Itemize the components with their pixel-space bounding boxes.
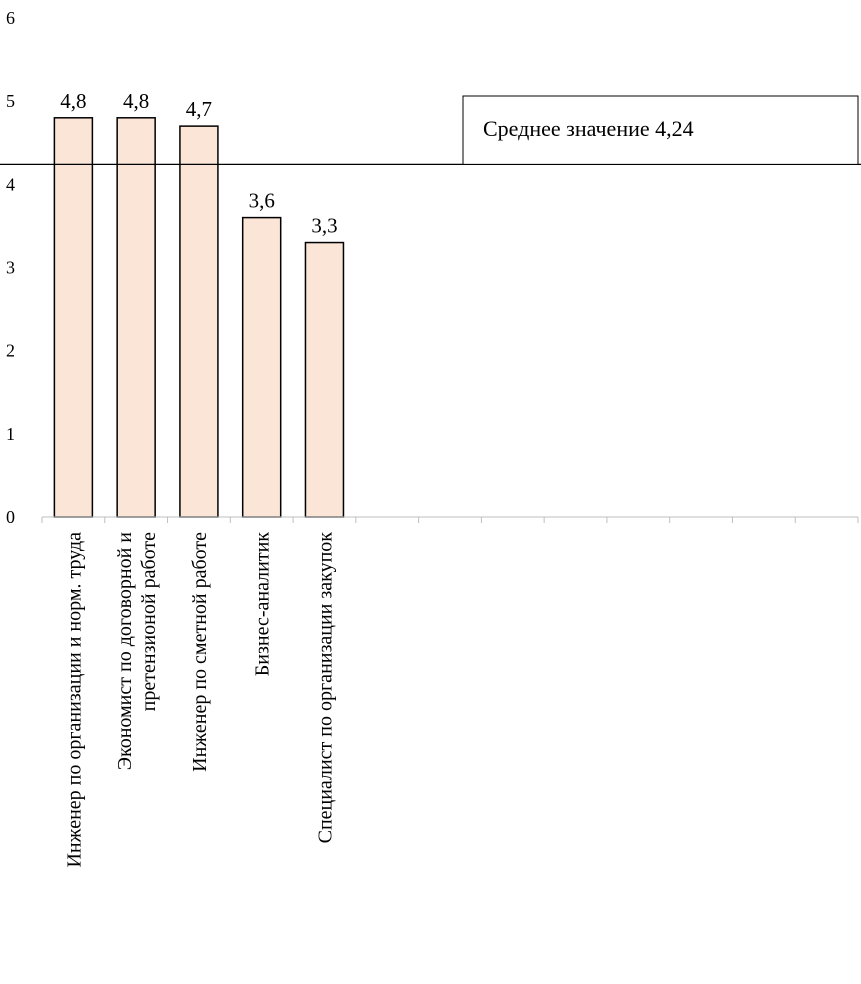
data-label: 4,8 (60, 89, 86, 113)
category-label: Экономист по договорной и претензионой ра… (114, 532, 160, 771)
reference-line-group: Среднее значение 4,24 (0, 95, 861, 166)
category-label-line: Бизнес-аналитик (252, 532, 274, 676)
category-label-line: Инженер по сметной работе (189, 532, 211, 772)
category-label-line: Специалист по организации закупок (314, 532, 336, 844)
data-label: 4,7 (186, 97, 212, 121)
category-label: Бизнес-аналитик (252, 532, 274, 676)
y-tick-label: 4 (6, 174, 15, 194)
y-tick-label: 3 (6, 258, 15, 278)
bar (179, 125, 219, 518)
x-axis (41, 516, 859, 523)
average-note-box (462, 95, 859, 165)
category-label-line: Инженер по организации и норм. труда (63, 532, 85, 868)
bar (116, 117, 156, 518)
y-tick-label: 5 (6, 91, 15, 111)
bar (241, 216, 282, 518)
category-label-line: Экономист по договорной и (114, 532, 136, 771)
bar (53, 117, 94, 518)
data-label: 3,6 (249, 189, 275, 213)
data-label: 3,3 (311, 214, 337, 238)
y-tick-label: 1 (6, 424, 15, 444)
category-label-line: претензионой работе (138, 532, 160, 711)
category-labels: Инженер по организации и норм. труда Экон… (63, 532, 336, 868)
y-tick-label: 0 (6, 507, 15, 527)
category-label: Инженер по организации и норм. труда (63, 532, 85, 868)
average-note-text: Среднее значение 4,24 (483, 116, 694, 141)
data-labels: 4,8 4,8 4,7 3,6 3,3 (60, 89, 337, 238)
data-label: 4,8 (123, 89, 149, 113)
y-axis-ticks: 0 1 2 3 4 5 6 (6, 8, 15, 527)
bar (304, 241, 345, 518)
category-label: Инженер по сметной работе (189, 532, 211, 772)
y-tick-label: 6 (6, 8, 15, 28)
bars (53, 117, 345, 518)
category-label: Специалист по организации закупок (314, 532, 336, 844)
y-tick-label: 2 (6, 341, 15, 361)
